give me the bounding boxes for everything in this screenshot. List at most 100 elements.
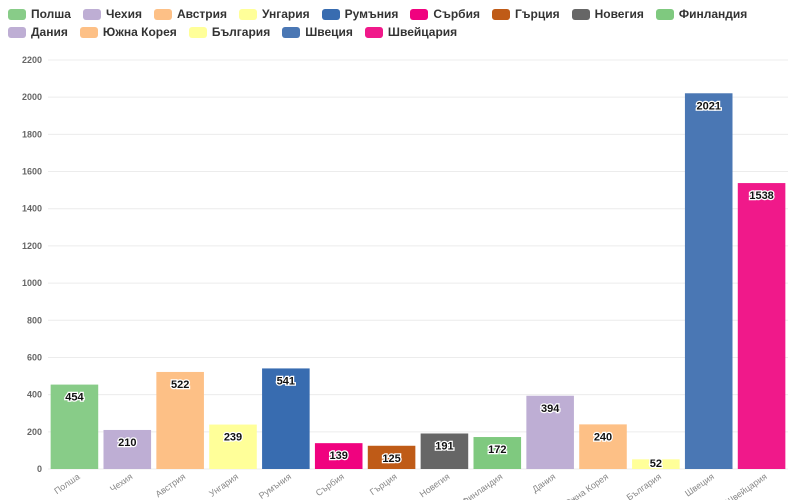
legend-swatch (364, 26, 383, 38)
bar-value-label: 139 (330, 450, 348, 462)
legend-swatch (282, 26, 301, 38)
x-tick-label: Финландия (460, 471, 505, 500)
legend-label: Дания (31, 25, 68, 39)
y-tick-label: 1400 (22, 204, 42, 214)
y-tick-label: 0 (37, 464, 42, 474)
x-tick-label: Сърбия (314, 471, 346, 498)
legend-label: Финландия (678, 7, 748, 21)
legend-item[interactable]: Австрия (153, 6, 227, 22)
x-axis-ticks: Полша Чехия Австрия Унгария Румъния Сърбия Гър… (52, 471, 769, 500)
bar-value-label: 2021 (696, 100, 720, 112)
legend-label: Чехия (105, 7, 142, 21)
bar[interactable] (473, 437, 522, 469)
legend-label: Унгария (261, 7, 310, 21)
bar-value-label: 191 (435, 440, 453, 452)
y-axis-ticks: 0 200 400 600 800 1000 1200 1400 1600 1800 2000 220… (22, 55, 42, 474)
bar[interactable] (579, 424, 627, 469)
bar[interactable] (103, 429, 152, 469)
legend-swatch (238, 8, 257, 20)
y-tick-label: 400 (27, 390, 42, 400)
y-tick-label: 1000 (22, 278, 42, 288)
bar[interactable] (209, 424, 257, 469)
bar-value-label: 210 (118, 437, 136, 449)
x-tick-label: Южна Корея (561, 471, 610, 500)
y-tick-label: 2200 (22, 55, 42, 65)
legend-swatch (82, 8, 101, 20)
bar-value-label: 522 (171, 379, 189, 391)
bar-value-label: 239 (224, 432, 242, 444)
legend-swatch (321, 8, 340, 20)
bar-value-label: 240 (594, 431, 612, 443)
y-tick-label: 1200 (22, 241, 42, 251)
x-tick-label: Швеция (683, 471, 716, 498)
legend-label: Полша (31, 7, 71, 21)
x-tick-label: Дания (530, 471, 557, 494)
legend-label: Швейцария (387, 25, 458, 39)
bar[interactable] (156, 371, 204, 469)
legend-label: Гърция (514, 7, 560, 21)
legend-item[interactable]: Швеция (282, 24, 353, 40)
bars (50, 93, 786, 470)
legend-label: Австрия (176, 7, 227, 21)
legend-item[interactable]: Гърция (491, 6, 560, 22)
x-tick-label: Румъния (257, 471, 293, 500)
bar[interactable] (50, 384, 99, 469)
legend-item[interactable]: Чехия (82, 6, 142, 22)
bar[interactable] (632, 459, 680, 469)
legend-label: Швеция (305, 25, 353, 39)
legend-item[interactable]: Румъния (321, 6, 399, 22)
legend-item[interactable]: Дания (8, 24, 68, 40)
bar[interactable] (526, 395, 574, 469)
x-tick-label: Полша (52, 471, 81, 496)
legend-label: България (211, 25, 271, 39)
bar[interactable] (367, 445, 416, 469)
legend-label: Сърбия (433, 7, 480, 21)
legend-label: Румъния (344, 7, 399, 21)
x-tick-label: България (625, 471, 663, 500)
legend-swatch (153, 8, 172, 20)
bar[interactable] (314, 443, 363, 469)
bar-value-label: 52 (650, 458, 662, 470)
legend-swatch (410, 8, 429, 20)
legend-label: Южна Корея (102, 25, 177, 39)
legend-swatch (8, 8, 26, 20)
x-tick-label: Новегия (418, 471, 452, 499)
legend-swatch (188, 26, 207, 38)
legend-swatch (491, 8, 510, 20)
legend-label: Новегия (594, 7, 644, 21)
bar-value-label: 394 (541, 403, 560, 415)
legend-item[interactable]: Сърбия (410, 6, 480, 22)
legend-item[interactable]: Унгария (238, 6, 310, 22)
bar-value-label: 172 (488, 444, 506, 456)
legend-item[interactable]: Новегия (571, 6, 644, 22)
legend-item[interactable]: Южна Корея (79, 24, 177, 40)
legend-swatch (79, 26, 98, 38)
legend-swatch (8, 26, 26, 38)
y-tick-label: 1800 (22, 129, 42, 139)
legend-swatch (655, 8, 674, 20)
bar[interactable] (420, 433, 469, 469)
x-tick-label: Гърция (368, 471, 399, 497)
x-tick-label: Чехия (108, 471, 134, 494)
legend-item[interactable]: Финландия (655, 6, 748, 22)
bar-value-label: 1538 (749, 190, 773, 202)
data-labels: 454 210 522 239 541 139 125 191 172 394 240 52 2021 1… (64, 99, 775, 471)
x-tick-label: Австрия (154, 471, 188, 499)
bar-value-label: 125 (382, 453, 400, 465)
legend-item[interactable]: Полша (8, 6, 71, 22)
bar-value-label: 454 (65, 392, 84, 404)
y-tick-label: 600 (27, 352, 42, 362)
x-tick-label: Унгария (207, 471, 240, 498)
x-tick-label: Швейцария (724, 471, 769, 500)
bar[interactable] (684, 93, 733, 470)
bar[interactable] (262, 368, 310, 469)
legend-item[interactable]: България (188, 24, 271, 40)
legend-item[interactable]: Швейцария (364, 24, 458, 40)
y-tick-label: 1600 (22, 167, 42, 177)
chart-legend: Полша Чехия Австрия Унгария Румъния Сърбия Гър… (8, 6, 788, 40)
bar-value-label: 541 (277, 375, 295, 387)
y-tick-label: 800 (27, 315, 42, 325)
y-tick-label: 2000 (22, 92, 42, 102)
bar[interactable] (737, 183, 786, 469)
